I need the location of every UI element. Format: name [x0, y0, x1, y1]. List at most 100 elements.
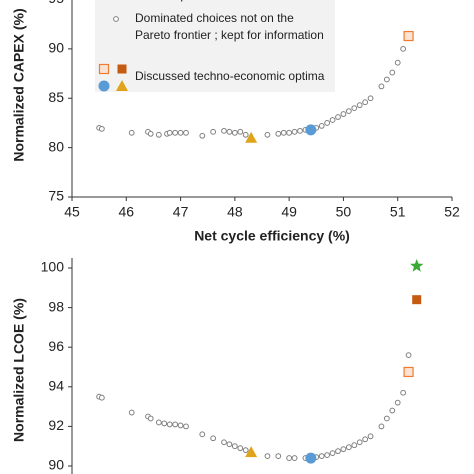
point — [166, 421, 173, 428]
point — [351, 105, 358, 112]
point — [318, 453, 325, 460]
point — [383, 415, 390, 422]
legend-marker — [116, 80, 128, 91]
point — [324, 452, 331, 459]
point — [318, 123, 325, 129]
point — [210, 128, 217, 135]
point — [286, 129, 293, 136]
point — [245, 446, 258, 458]
point — [177, 129, 184, 136]
point — [367, 95, 374, 102]
point — [291, 455, 298, 461]
point — [242, 447, 249, 454]
point — [98, 125, 105, 132]
point — [264, 131, 271, 138]
y-tick-label: 75 — [48, 188, 64, 204]
point — [221, 439, 227, 446]
point — [155, 131, 162, 138]
y-axis-label: Normalized CAPEX (%) — [11, 8, 27, 161]
point — [351, 442, 358, 449]
legend-label: Pareto optimal choices — [135, 0, 256, 2]
point — [199, 431, 206, 438]
point — [378, 423, 385, 430]
point — [128, 129, 135, 136]
legend-marker — [117, 64, 127, 74]
point — [394, 59, 401, 66]
legend-box — [95, 0, 335, 92]
point — [183, 423, 189, 430]
x-tick-label: 50 — [336, 204, 352, 220]
point — [166, 129, 173, 136]
point — [329, 450, 336, 457]
point — [362, 99, 369, 106]
y-tick-label: 90 — [48, 457, 64, 473]
point — [400, 45, 407, 52]
legend-label: Dominated choices not on the — [135, 11, 294, 25]
point — [286, 455, 293, 461]
point — [231, 129, 238, 136]
point — [291, 128, 298, 135]
x-tick-label: 47 — [173, 204, 189, 220]
legend-label: Discussed techno-economic optima — [135, 69, 325, 83]
point — [297, 127, 303, 134]
point — [340, 111, 347, 117]
x-tick-label: 48 — [227, 204, 243, 220]
legend-marker — [98, 63, 110, 75]
y-tick-label: 80 — [48, 138, 64, 154]
point — [275, 453, 282, 460]
point — [275, 130, 282, 137]
point — [362, 436, 369, 443]
point — [264, 453, 271, 460]
point — [383, 76, 390, 83]
point — [403, 30, 414, 42]
x-tick-label: 49 — [281, 204, 297, 220]
point — [172, 129, 179, 136]
legend-label: Pareto frontier ; kept for information — [135, 28, 324, 42]
point — [389, 407, 396, 414]
point — [394, 399, 401, 406]
point — [305, 124, 317, 136]
x-tick-label: 52 — [444, 204, 460, 220]
point — [183, 129, 189, 136]
point — [367, 433, 374, 440]
point — [345, 444, 352, 451]
point — [161, 420, 168, 427]
x-axis-label: Net cycle efficiency (%) — [194, 228, 350, 244]
y-tick-label: 96 — [48, 338, 64, 354]
x-tick-label: 45 — [64, 204, 80, 220]
point — [335, 448, 341, 455]
point — [356, 439, 363, 446]
point — [237, 128, 244, 135]
legend-marker — [113, 16, 119, 22]
x-tick-label: 51 — [390, 204, 406, 220]
point — [378, 83, 385, 90]
point — [242, 131, 249, 138]
point — [405, 352, 412, 359]
point — [226, 128, 233, 135]
y-tick-label: 85 — [48, 89, 64, 105]
point — [400, 389, 407, 396]
point — [403, 366, 414, 378]
y-tick-label: 92 — [48, 417, 64, 433]
point — [280, 129, 287, 136]
point — [389, 69, 396, 76]
y-tick-label: 90 — [48, 40, 64, 56]
legend-marker — [98, 80, 110, 92]
point — [210, 435, 217, 442]
point — [221, 127, 227, 134]
point — [410, 259, 424, 272]
point — [305, 452, 317, 464]
y-tick-label: 100 — [41, 259, 65, 275]
point — [345, 108, 352, 114]
point — [128, 409, 135, 416]
point — [412, 295, 422, 305]
point — [177, 422, 184, 429]
point — [98, 394, 105, 401]
point — [340, 446, 347, 453]
point — [147, 130, 154, 137]
point — [231, 443, 238, 450]
y-tick-label: 98 — [48, 298, 64, 314]
y-tick-label: 94 — [48, 378, 64, 394]
point — [155, 419, 162, 426]
